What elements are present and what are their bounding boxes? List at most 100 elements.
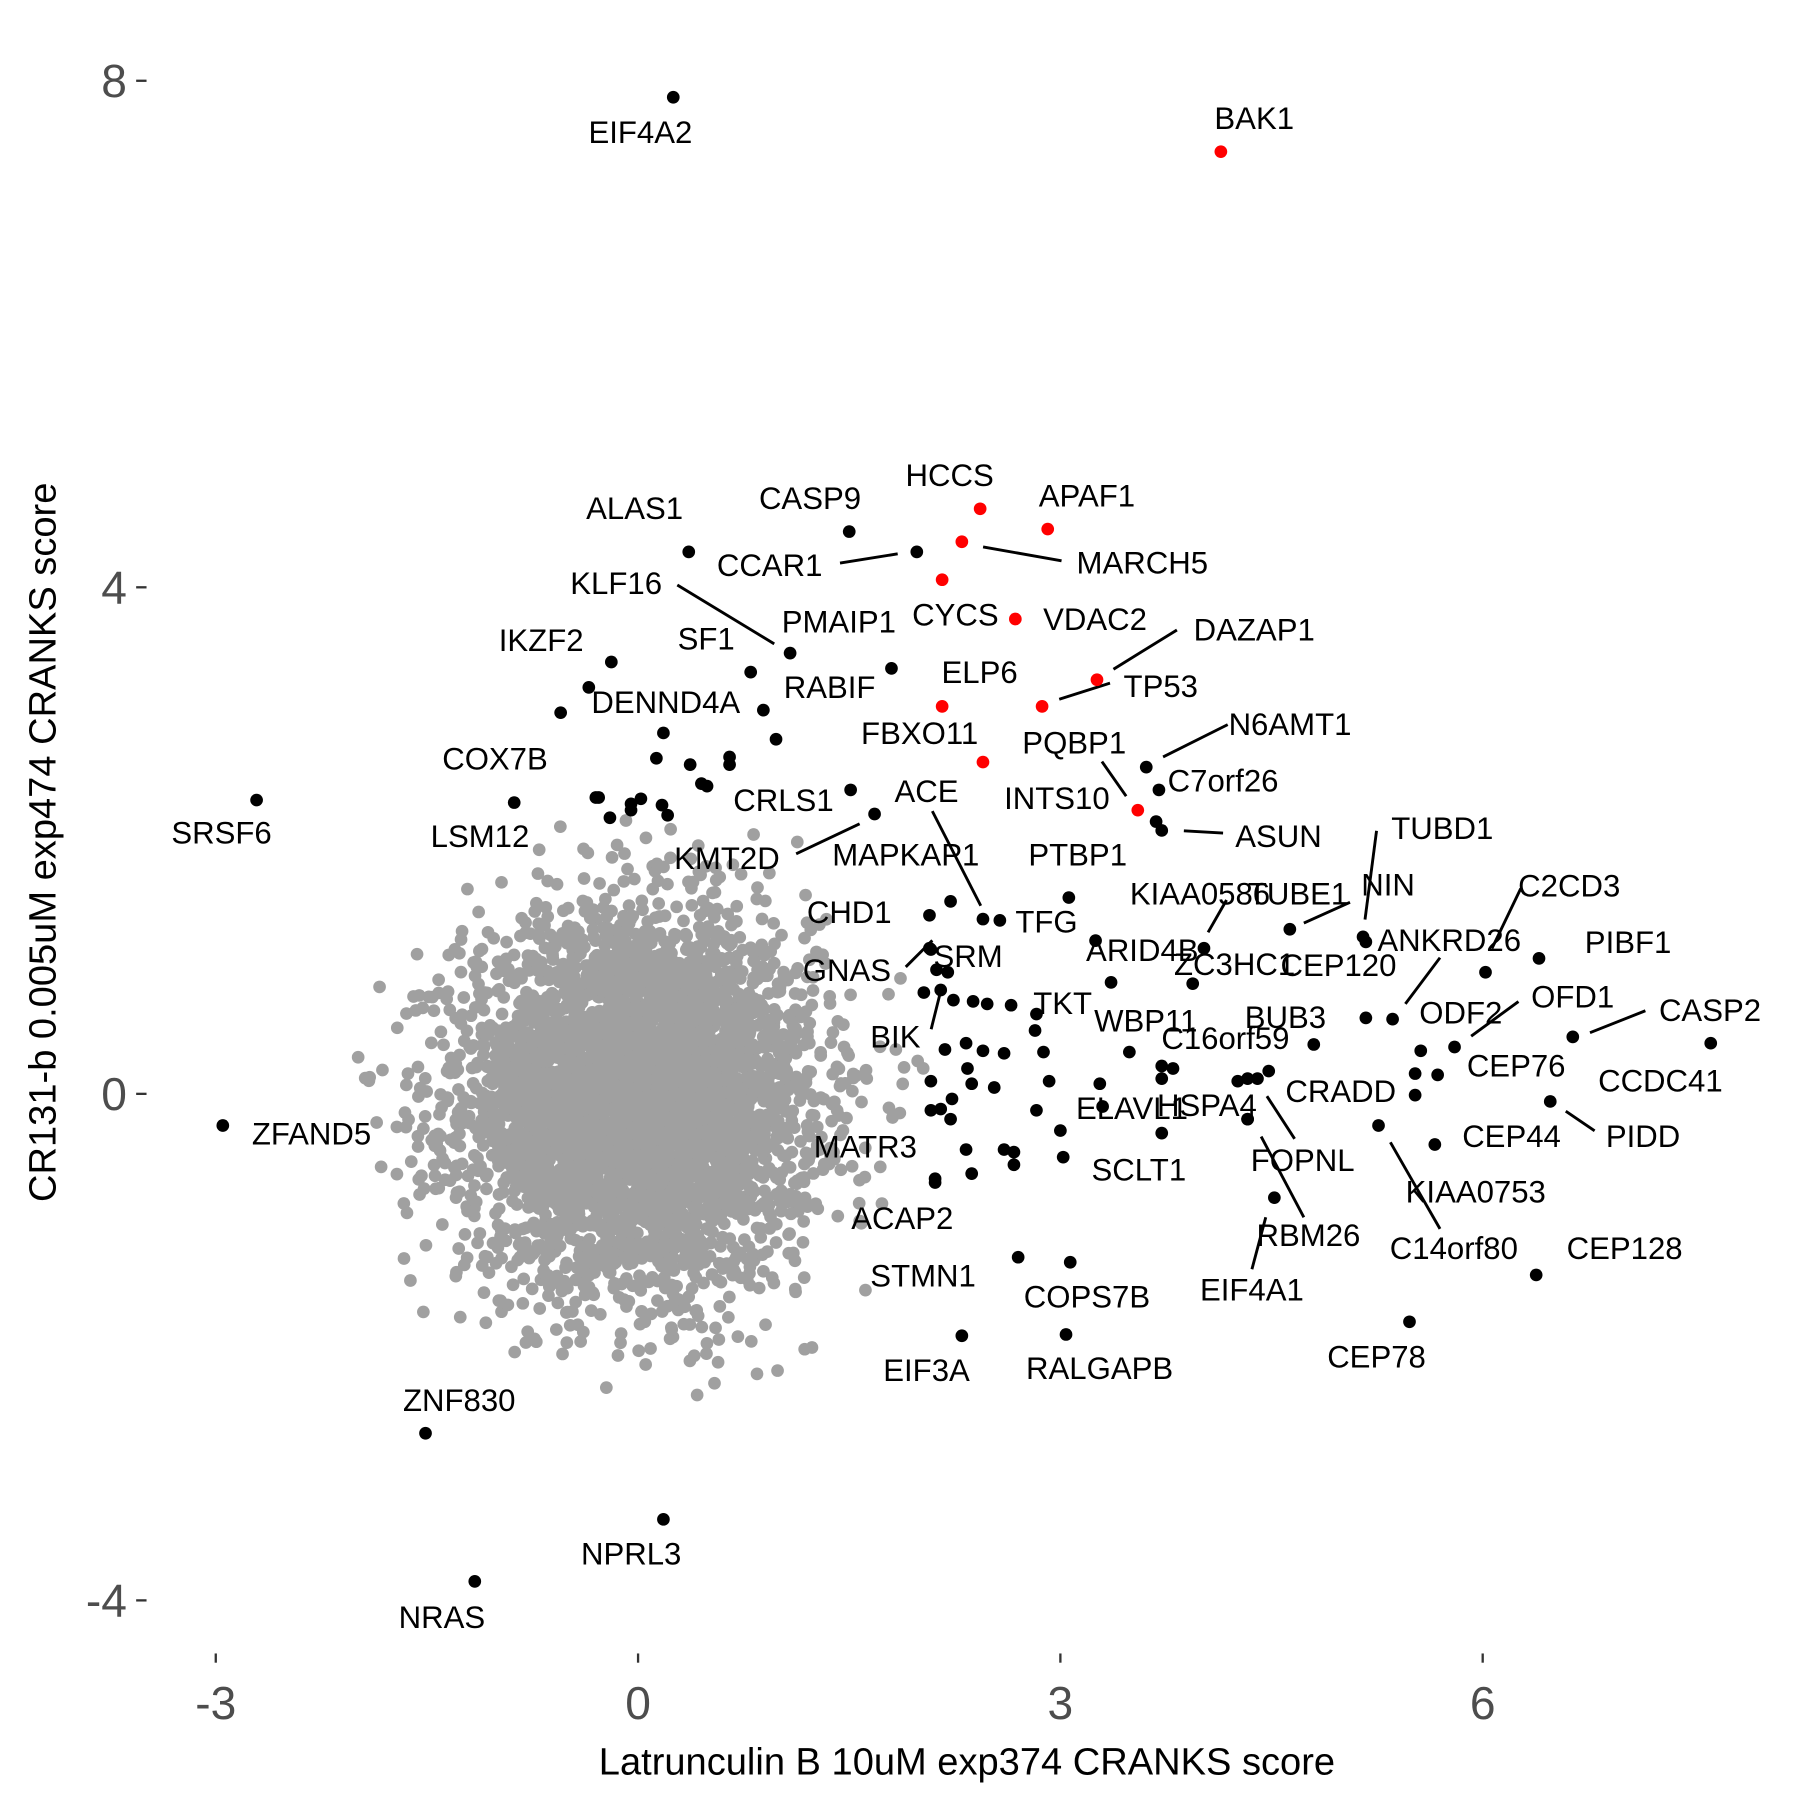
point-pidd — [1543, 1095, 1557, 1108]
background-point — [468, 1179, 481, 1192]
background-point — [734, 867, 748, 881]
background-point — [370, 1116, 383, 1129]
background-point — [498, 1151, 512, 1165]
background-point — [801, 1125, 815, 1138]
point-arid4b — [1089, 934, 1102, 947]
background-point — [596, 1191, 609, 1205]
background-point — [611, 1349, 625, 1362]
background-point — [505, 1127, 518, 1141]
background-point — [567, 970, 581, 984]
background-point — [635, 1305, 648, 1318]
background-point — [564, 1130, 578, 1144]
background-point — [527, 1216, 541, 1230]
background-point — [623, 1218, 637, 1232]
background-point — [739, 1032, 753, 1045]
leader-line — [1490, 887, 1523, 950]
background-point — [599, 1381, 613, 1395]
background-point — [610, 838, 624, 852]
background-point — [777, 970, 791, 984]
background-point — [434, 1025, 448, 1039]
background-point — [530, 1109, 543, 1123]
background-point — [475, 1086, 489, 1100]
background-point — [556, 926, 570, 940]
label-ace: ACE — [895, 774, 959, 809]
background-point — [796, 1079, 810, 1092]
background-point — [468, 1148, 481, 1162]
background-point — [718, 1258, 732, 1271]
background-point — [584, 1140, 597, 1154]
background-point — [695, 1320, 709, 1334]
background-point — [549, 939, 562, 953]
background-point — [576, 894, 590, 908]
background-point — [531, 955, 545, 969]
background-point — [664, 822, 677, 836]
background-point — [549, 969, 562, 983]
background-point — [397, 1252, 411, 1265]
background-point — [605, 1219, 619, 1233]
background-point — [576, 1219, 590, 1233]
background-point — [590, 1209, 604, 1223]
background-point — [525, 1282, 539, 1296]
background-point — [798, 1157, 811, 1171]
background-point — [447, 1054, 461, 1068]
leader-line — [1265, 1095, 1296, 1140]
background-point — [813, 1143, 826, 1157]
point-cep120 — [1359, 1011, 1373, 1025]
background-point — [453, 1310, 467, 1324]
background-point — [725, 918, 738, 932]
label-leader-lines — [676, 545, 1646, 1270]
label-cep128: CEP128 — [1567, 1231, 1683, 1266]
background-point — [678, 1025, 691, 1039]
x-tick-label: -3 — [195, 1677, 236, 1729]
background-point — [802, 1036, 816, 1050]
background-point — [770, 1187, 784, 1201]
hit-point — [655, 798, 669, 812]
leader-line — [929, 991, 942, 1030]
y-tick-label: 0 — [101, 1068, 127, 1120]
label-tp53: TP53 — [1124, 669, 1198, 704]
background-point — [768, 1032, 781, 1046]
label-cox7b: COX7B — [442, 742, 548, 777]
background-point — [612, 981, 626, 995]
background-point — [629, 999, 643, 1013]
hit-point — [1155, 1072, 1169, 1085]
hit-point — [930, 963, 943, 977]
background-point — [399, 1078, 413, 1092]
background-point — [400, 1007, 413, 1020]
background-point — [685, 898, 699, 912]
background-point — [716, 1230, 729, 1244]
background-point — [513, 1250, 527, 1264]
background-point — [728, 1162, 741, 1176]
background-point — [830, 1060, 844, 1074]
background-point — [662, 1192, 676, 1206]
background-point — [373, 980, 386, 994]
label-srsf6: SRSF6 — [171, 815, 271, 850]
point-mapkap1 — [944, 895, 957, 908]
background-point — [619, 1033, 633, 1047]
background-point — [532, 843, 546, 857]
background-point — [721, 907, 735, 921]
background-point — [727, 1183, 741, 1197]
label-c16orf59: C16orf59 — [1161, 1021, 1289, 1056]
label-gnas: GNAS — [803, 953, 891, 988]
background-point — [748, 1144, 762, 1157]
background-point — [485, 1148, 499, 1162]
background-point — [733, 1110, 747, 1123]
background-point — [390, 1021, 404, 1035]
background-point — [709, 1137, 723, 1150]
background-point — [844, 988, 857, 1002]
background-point — [757, 1094, 771, 1108]
label-eif3a: EIF3A — [883, 1353, 970, 1388]
point-nprl3 — [657, 1512, 670, 1526]
label-eif4a2: EIF4A2 — [588, 115, 692, 150]
background-point — [519, 916, 532, 929]
hit-point — [987, 1081, 1001, 1094]
background-point — [536, 997, 550, 1010]
background-point — [625, 943, 639, 957]
background-point — [498, 1058, 512, 1072]
background-point — [551, 1296, 565, 1310]
background-point — [797, 1215, 810, 1228]
label-n6amt1: N6AMT1 — [1229, 707, 1352, 742]
background-point — [455, 1157, 469, 1171]
leader-line — [1058, 681, 1111, 701]
